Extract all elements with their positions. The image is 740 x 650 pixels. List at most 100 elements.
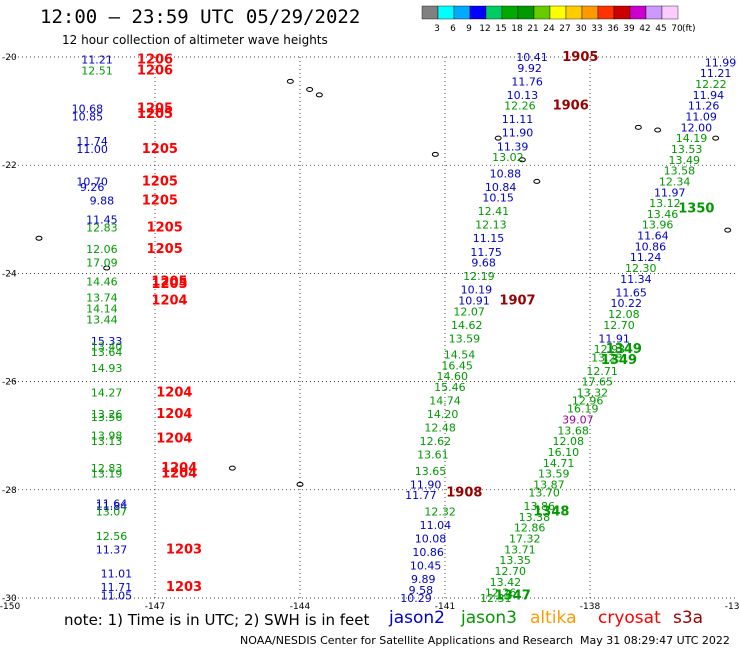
wave-height-value: 13.49	[669, 154, 701, 167]
time-label: 1205	[151, 277, 187, 292]
legend-level-label: 12	[479, 24, 490, 34]
wave-height-value: 12.26	[485, 587, 517, 600]
y-tick-label: -28	[2, 486, 17, 496]
legend-cryosat: cryosat	[598, 608, 661, 628]
legend-s3a: s3a	[673, 608, 704, 628]
wave-height-value: 13.58	[664, 165, 696, 178]
wave-height-value: 14.19	[676, 132, 708, 145]
wave-height-value: 10.88	[490, 167, 522, 180]
wave-height-value: 11.91	[598, 332, 630, 345]
island-outline	[533, 178, 541, 184]
legend-level-label: 70	[671, 24, 683, 34]
island-outline	[103, 265, 111, 271]
wave-height-value: 9.58	[409, 584, 434, 597]
wave-height-value: 14.60	[437, 370, 469, 383]
legend-swatch	[549, 5, 567, 20]
legend-jason2: jason2	[389, 608, 445, 628]
wave-height-value: 12.51	[81, 65, 113, 78]
wave-height-value: 14.62	[451, 319, 483, 332]
legend-jason3: jason3	[461, 608, 517, 628]
wave-height-value: 16.19	[567, 403, 599, 416]
legend-level-label: 39	[623, 24, 635, 34]
legend-swatch	[533, 5, 551, 20]
wave-height-value: 9.26	[80, 181, 105, 194]
wave-height-value: 10.85	[72, 111, 104, 124]
island-outline	[724, 227, 732, 233]
wave-height-value: 16.45	[441, 359, 473, 372]
wave-height-value: 10.91	[458, 294, 490, 307]
wave-height-value: 13.70	[528, 487, 560, 500]
time-label: 1204	[161, 461, 197, 476]
wave-height-value: 13.38	[519, 511, 551, 524]
wave-height-value: 12.70	[495, 565, 527, 578]
wave-height-value: 11.99	[705, 56, 737, 69]
time-label: 1348	[533, 504, 569, 519]
legend-level-label: 3	[434, 24, 440, 34]
wave-height-value: 12.06	[86, 243, 118, 256]
wave-height-value: 12.22	[695, 78, 727, 91]
wave-height-value: 13.74	[86, 292, 118, 305]
wave-height-value: 12.83	[86, 221, 118, 234]
wave-height-value: 10.15	[482, 192, 514, 205]
wave-height-value: 12.31	[480, 592, 512, 605]
wave-height-value: 14.20	[427, 408, 459, 421]
wave-height-value: 11.77	[405, 489, 437, 502]
footer-timestamp: May 31 08:29:47 UTC 2022	[580, 634, 730, 647]
wave-height-value: 12.26	[504, 100, 536, 113]
legend-level-label: 42	[639, 24, 650, 34]
wave-height-value: 11.01	[101, 568, 133, 581]
legend-level-label: 18	[511, 24, 523, 34]
time-label: 1907	[499, 293, 535, 308]
time-label: 1204	[161, 467, 197, 482]
legend-swatch	[501, 5, 519, 20]
wave-height-value: 10.70	[76, 175, 108, 188]
legend-swatch	[597, 5, 615, 20]
wave-height-value: 17.32	[509, 532, 541, 545]
x-tick-label: -135	[725, 602, 740, 612]
wave-height-value: 15.33	[91, 335, 123, 348]
time-label: 1206	[137, 64, 173, 79]
wave-height-value: 12.93	[594, 343, 626, 356]
wave-height-value: 13.23	[591, 351, 623, 364]
time-label: 1206	[137, 53, 173, 68]
wave-height-value: 10.29	[400, 592, 432, 605]
time-label: 1347	[495, 588, 531, 603]
wave-height-value: 11.90	[410, 478, 442, 491]
page-title: 12:00 – 23:59 UTC 05/29/2022	[40, 6, 361, 28]
wave-height-value: 12.13	[475, 219, 507, 232]
y-tick-label: -22	[2, 161, 17, 171]
wave-height-value: 11.39	[497, 140, 529, 153]
wave-height-value: 11.74	[76, 135, 108, 148]
island-outline	[518, 157, 526, 163]
wave-height-value: 17.09	[86, 257, 118, 270]
wave-height-value: 13.26	[91, 408, 123, 421]
wave-height-value: 12.41	[478, 205, 510, 218]
time-label: 1205	[142, 142, 178, 157]
island-outline	[315, 92, 323, 98]
wave-height-value: 11.04	[420, 519, 452, 532]
time-label: 1203	[166, 542, 202, 557]
wave-height-value: 13.59	[538, 468, 570, 481]
wave-height-value: 12.96	[572, 395, 604, 408]
legend-swatch	[629, 5, 647, 20]
wave-height-value: 12.32	[424, 505, 456, 518]
legend-level-label: 6	[450, 24, 456, 34]
wave-height-value: 10.13	[507, 89, 539, 102]
wave-height-value: 13.86	[524, 500, 556, 513]
wave-height-value: 14.71	[543, 457, 575, 470]
wave-height-value: 11.64	[96, 497, 128, 510]
wave-height-value: 13.68	[557, 424, 589, 437]
wave-height-value: 13.96	[642, 219, 674, 232]
legend-level-label: 15	[495, 24, 506, 34]
wave-height-value: 11.21	[700, 67, 732, 80]
time-label: 1350	[678, 201, 714, 216]
wave-height-value: 14.14	[86, 303, 118, 316]
island-outline	[712, 135, 720, 141]
wave-height-value: 9.89	[411, 573, 436, 586]
wave-height-value: 13.65	[415, 465, 447, 478]
wave-height-value: 12.08	[553, 435, 585, 448]
y-tick-label: -26	[2, 378, 17, 388]
wave-height-value: 10.84	[485, 181, 517, 194]
wave-height-value: 10.08	[415, 532, 447, 545]
